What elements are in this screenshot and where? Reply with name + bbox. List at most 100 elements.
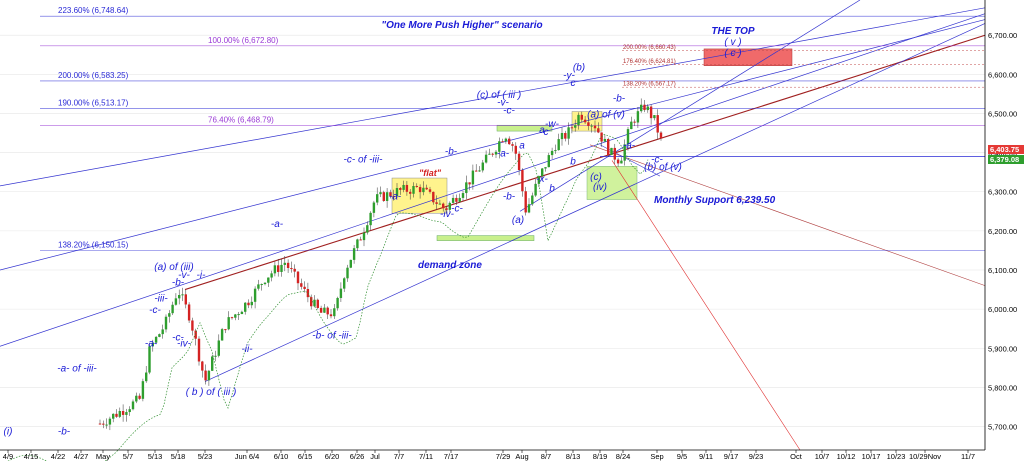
wave-label: -c-: [503, 105, 515, 116]
wave-label: -b-: [503, 192, 516, 203]
candle-body: [640, 104, 643, 112]
x-tick-label: 8/13: [566, 452, 581, 461]
candle-body: [346, 267, 349, 279]
fib-label: 223.60% (6,748.64): [58, 6, 129, 15]
wave-label: c: [544, 127, 549, 138]
wave-label: -a-: [497, 149, 510, 160]
wave-label: -c-: [651, 154, 663, 165]
candle-body: [415, 185, 418, 188]
candle-body: [564, 132, 567, 139]
top-target-zone: [703, 48, 793, 66]
candle-body: [656, 115, 659, 133]
x-tick-label: 7/7: [394, 452, 404, 461]
x-tick-label: 5/7: [123, 452, 133, 461]
candle-body: [154, 336, 158, 343]
candle-body: [603, 138, 607, 142]
candle-body: [537, 176, 541, 184]
x-tick-label: 7/11: [419, 452, 433, 461]
x-tick-label: 8/7: [541, 452, 551, 461]
zones: [391, 48, 793, 241]
candle-body: [247, 302, 250, 306]
candle-body: [336, 297, 339, 309]
x-tick-label: 6/10: [274, 452, 289, 461]
x-tick-label: 4/15: [24, 452, 39, 461]
wave-label: (c) of ( iii ): [477, 90, 521, 101]
candle-body: [475, 170, 478, 172]
target-label-c: ( c ): [724, 48, 741, 59]
candle-body: [557, 139, 560, 151]
candle-body: [214, 355, 217, 357]
candle-body: [451, 197, 455, 203]
wave-label: -v-: [178, 270, 190, 281]
candle-body: [560, 132, 564, 140]
candle-body: [633, 121, 636, 123]
x-tick-label: 10/29Nov: [909, 452, 941, 461]
candle-body: [517, 153, 521, 171]
wave-label: -iii-: [154, 293, 168, 304]
target-label: 138.20% (6,567.17): [623, 82, 676, 88]
candle-body: [108, 418, 112, 425]
x-tick-label: 4/9: [3, 452, 13, 461]
candle-body: [445, 208, 448, 210]
wave-label: -a-: [145, 338, 158, 349]
wave-label: (a) of (v): [587, 109, 625, 120]
candle-body: [217, 340, 220, 356]
candle-body: [508, 138, 511, 145]
candle-body: [118, 410, 121, 417]
wave-label: (i): [4, 426, 13, 437]
wave-label: -y-: [563, 70, 575, 81]
wave-label: -i-: [197, 270, 207, 281]
y-tick-label: 6,100.00: [988, 266, 1017, 275]
wave-label: (a): [512, 215, 524, 226]
y-tick-label: 6,600.00: [988, 70, 1017, 79]
candle-body: [405, 184, 409, 192]
wave-label: -c-: [149, 305, 161, 316]
gridlines: [0, 34, 985, 427]
candle-body: [168, 313, 171, 317]
candle-body: [323, 307, 326, 313]
candle-body: [646, 106, 649, 111]
trendline: [611, 160, 801, 451]
candle-body: [616, 159, 620, 164]
candle-body: [187, 304, 191, 321]
wave-label: -b-: [172, 278, 185, 289]
candle-body: [362, 232, 366, 241]
wave-label: a: [519, 141, 525, 152]
x-tick-label: Sep: [650, 452, 663, 461]
candle-body: [178, 295, 181, 299]
last-price-badge-2: [988, 155, 1024, 164]
wave-label: -a-: [271, 219, 284, 230]
candle-body: [257, 284, 260, 289]
trendlines: [0, 0, 986, 451]
flat-label: "flat": [419, 168, 442, 178]
candle-body: [425, 187, 428, 190]
candle-body: [448, 202, 451, 210]
candle-body: [138, 395, 141, 399]
candle-body: [145, 372, 148, 382]
candle-body: [102, 423, 105, 425]
candle-body: [293, 268, 296, 272]
chart-title: "One More Push Higher" scenario: [381, 20, 542, 31]
wave-label: -iv-: [440, 209, 455, 220]
candle-body: [531, 195, 534, 205]
candle-body: [491, 153, 494, 155]
candle-body: [494, 151, 498, 155]
x-tick-label: Jun 6/4: [235, 452, 260, 461]
x-tick-label: 5/18: [171, 452, 186, 461]
candle-body: [607, 138, 610, 155]
candle-body: [128, 409, 131, 413]
candle-body: [580, 114, 583, 120]
candle-body: [610, 147, 613, 155]
candle-body: [181, 294, 184, 296]
candle-body: [270, 273, 273, 278]
candle-body: [577, 114, 580, 126]
candle-body: [412, 185, 415, 194]
wave-label: -b-: [445, 147, 458, 158]
wave-label: -c-: [172, 332, 184, 343]
candle-body: [230, 317, 234, 319]
candle-body: [570, 127, 574, 129]
candle-body: [392, 196, 395, 198]
last-price-2: 6,379.08: [990, 155, 1019, 164]
wave-label: -c- of -iii-: [344, 154, 384, 165]
